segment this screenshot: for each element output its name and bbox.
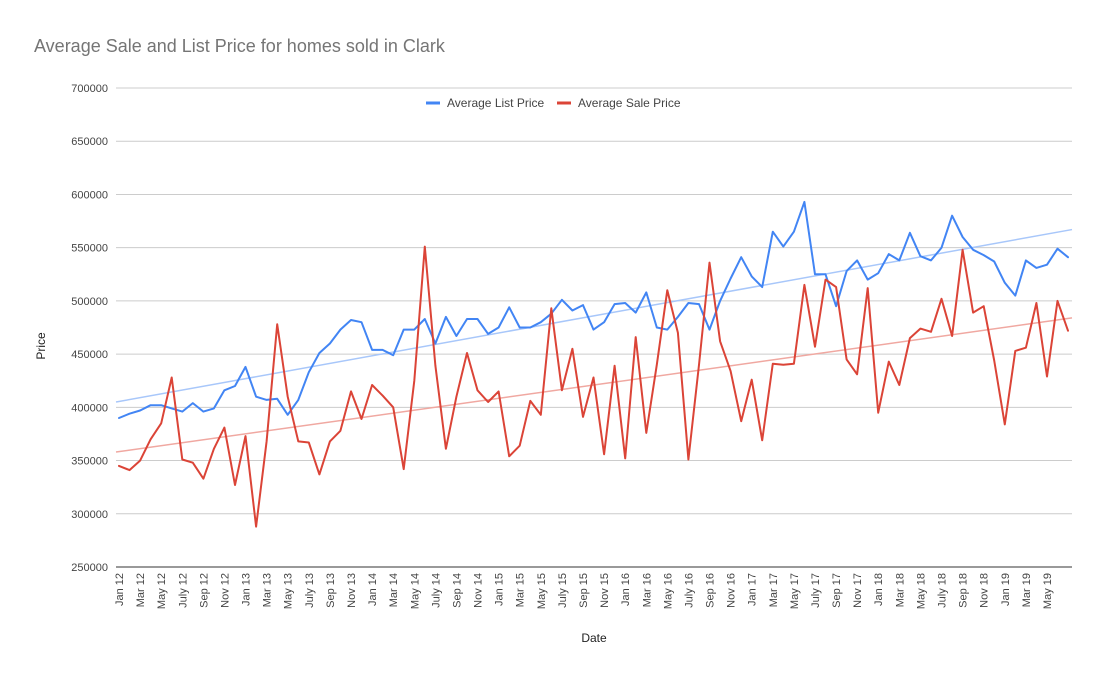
x-tick-label: Jan 18 [873, 573, 885, 606]
y-tick-label: 700000 [71, 83, 108, 95]
x-tick-label: Jan 17 [747, 573, 759, 606]
chart-title: Average Sale and List Price for homes so… [34, 36, 445, 56]
x-tick-label: Sep 18 [958, 573, 970, 608]
x-tick-label: Mar 15 [515, 573, 527, 607]
legend-label-sale-price: Average Sale Price [578, 96, 681, 110]
x-tick-label: July 13 [304, 573, 316, 608]
x-tick-label: Jan 14 [367, 573, 379, 606]
series-lines [118, 200, 1069, 528]
x-tick-label: Mar 17 [768, 573, 780, 607]
x-tick-label: May 16 [662, 573, 674, 609]
y-tick-label: 600000 [71, 189, 108, 201]
y-tick-label: 400000 [71, 402, 108, 414]
x-tick-label: Sep 13 [325, 573, 337, 608]
x-tick-label: Nov 18 [979, 573, 991, 608]
trendlines [115, 228, 1073, 453]
x-tick-label: Mar 18 [894, 573, 906, 607]
x-tick-label: Nov 15 [599, 573, 611, 608]
y-tick-label: 550000 [71, 243, 108, 255]
x-tick-label: Mar 14 [388, 573, 400, 607]
x-axis-ticks: Jan 12 Mar 12 May 12 July 12 Sep 12 Nov 12 Jan… [114, 573, 1054, 609]
x-tick-label: July 12 [177, 573, 189, 608]
x-tick-label: Sep 14 [451, 573, 463, 608]
x-tick-label: Sep 15 [578, 573, 590, 608]
x-tick-label: Mar 13 [262, 573, 274, 607]
x-tick-label: May 17 [789, 573, 801, 609]
x-tick-label: Mar 12 [135, 573, 147, 607]
series-line-average-sale-price [118, 245, 1069, 528]
x-tick-label: Nov 16 [726, 573, 738, 608]
x-tick-label: Jan 19 [1000, 573, 1012, 606]
x-axis-label: Date [581, 631, 607, 645]
x-tick-label: Jan 12 [114, 573, 126, 606]
x-tick-label: Mar 16 [641, 573, 653, 607]
y-tick-label: 250000 [71, 562, 108, 574]
y-tick-label: 450000 [71, 349, 108, 361]
x-tick-label: July 17 [810, 573, 822, 608]
x-tick-label: Nov 13 [346, 573, 358, 608]
x-tick-label: May 18 [915, 573, 927, 609]
gridlines [116, 87, 1072, 568]
x-tick-label: Sep 17 [831, 573, 843, 608]
x-tick-label: Jan 13 [241, 573, 253, 606]
x-tick-label: July 18 [937, 573, 949, 608]
x-tick-label: Sep 16 [705, 573, 717, 608]
y-axis-label: Price [34, 332, 48, 360]
x-tick-label: Nov 14 [473, 573, 485, 608]
x-tick-label: July 16 [683, 573, 695, 608]
y-tick-label: 500000 [71, 296, 108, 308]
x-tick-label: July 15 [557, 573, 569, 608]
x-tick-label: May 12 [156, 573, 168, 609]
x-tick-label: May 14 [409, 573, 421, 609]
series-line-average-list-price [118, 200, 1069, 419]
x-tick-label: May 19 [1042, 573, 1054, 609]
x-tick-label: Nov 12 [219, 573, 231, 608]
legend: Average List Price Average Sale Price [426, 96, 681, 110]
y-tick-label: 650000 [71, 136, 108, 148]
x-tick-label: Nov 17 [852, 573, 864, 608]
x-tick-label: Jan 15 [494, 573, 506, 606]
x-tick-label: Sep 12 [198, 573, 210, 608]
legend-label-list-price: Average List Price [447, 96, 544, 110]
trendline-average-list-price [115, 228, 1073, 403]
y-tick-label: 300000 [71, 509, 108, 521]
x-tick-label: July 14 [430, 573, 442, 608]
x-tick-label: May 13 [283, 573, 295, 609]
x-tick-label: May 15 [536, 573, 548, 609]
y-tick-label: 350000 [71, 456, 108, 468]
x-tick-label: Mar 19 [1021, 573, 1033, 607]
y-axis-ticks: 250000 300000 350000 400000 450000 500000 5500… [71, 83, 108, 574]
x-tick-label: Jan 16 [620, 573, 632, 606]
